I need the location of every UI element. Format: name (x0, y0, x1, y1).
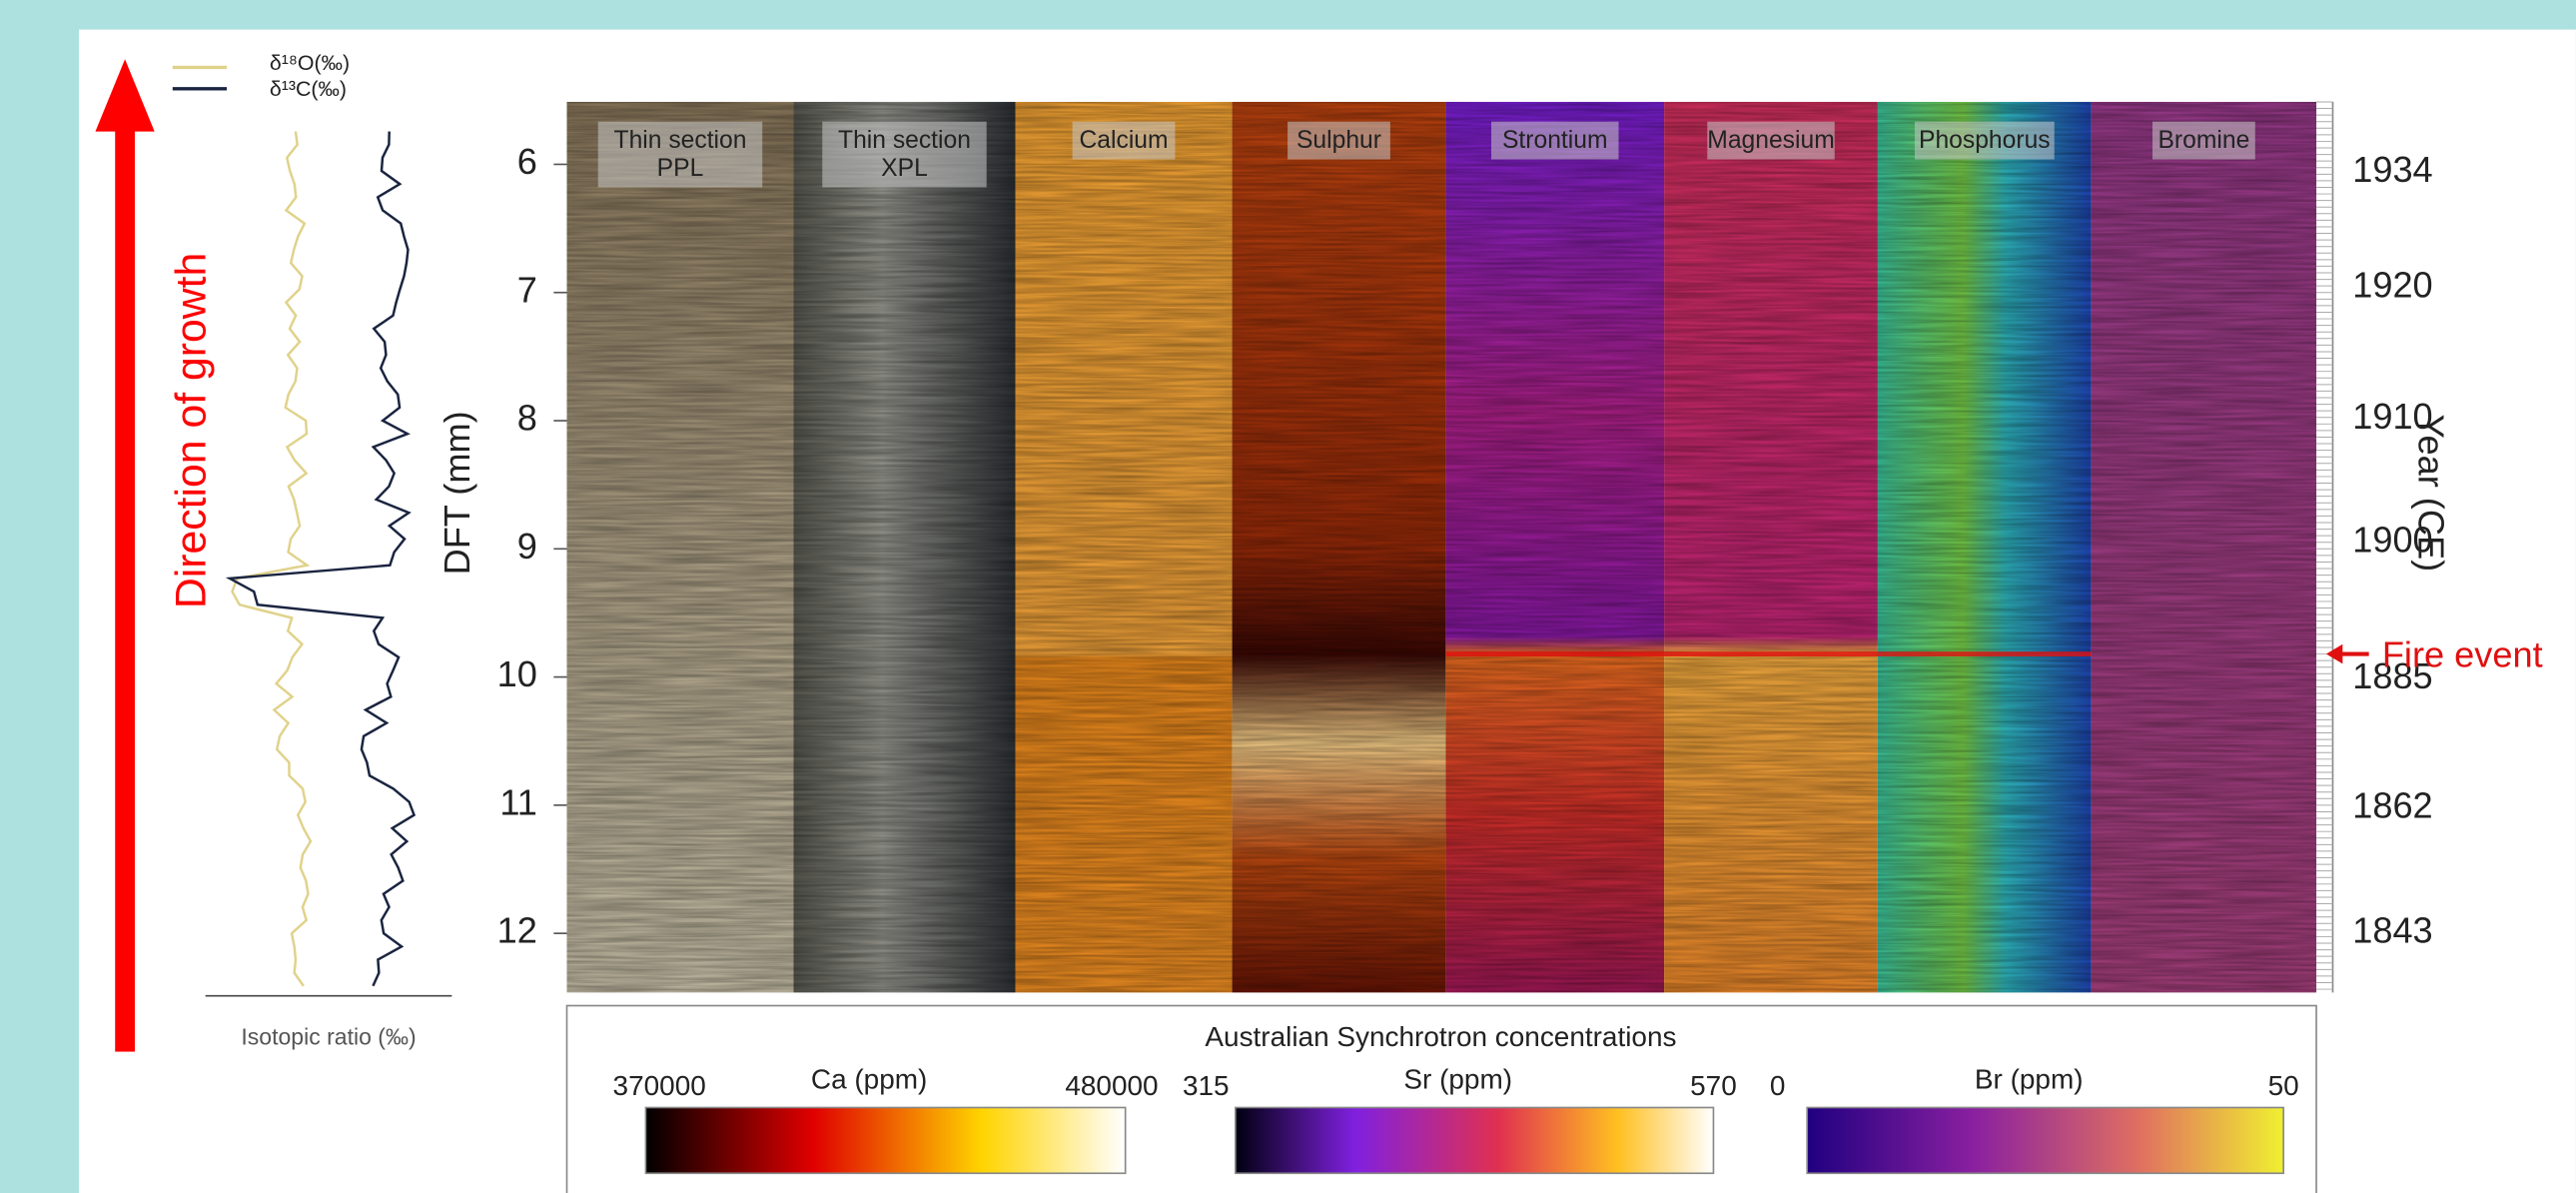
panel-label: XPL (881, 155, 928, 182)
colorbar-label: Ca (ppm) (811, 1064, 927, 1095)
year-tick-label: 1862 (2352, 785, 2432, 826)
colorbar (645, 1107, 1125, 1173)
panel-label: PPL (657, 155, 704, 182)
depth-tick-label: 6 (517, 141, 537, 182)
panel-texture (1664, 102, 1878, 992)
panel-label: Thin section (614, 127, 747, 154)
isotope-axis-label: Isotopic ratio (‰) (241, 1023, 416, 1049)
legend-o: δ¹⁸O(‰) (270, 51, 350, 75)
growth-label: Direction of growth (167, 253, 215, 608)
colorbar (1807, 1107, 2283, 1173)
panel-label: Sulphur (1296, 127, 1381, 154)
colorbar-min: 370000 (613, 1070, 706, 1101)
panel-texture (793, 102, 1015, 992)
colorbar-max: 50 (2268, 1070, 2299, 1101)
colorbar-title: Australian Synchrotron concentrations (1205, 1021, 1676, 1052)
panel-texture (1015, 102, 1232, 992)
panel-texture (1233, 102, 1446, 992)
year-tick-label: 1934 (2352, 149, 2432, 190)
colorbar-max: 480000 (1065, 1070, 1158, 1101)
colorbar-label: Br (ppm) (1975, 1064, 2084, 1095)
panel-label: Thin section (838, 127, 971, 154)
panel-texture (1445, 102, 1664, 992)
colorbar-max: 570 (1690, 1070, 1737, 1101)
panel-texture (2092, 102, 2316, 992)
panel-label: Calcium (1080, 127, 1169, 154)
depth-tick-label: 8 (517, 398, 537, 439)
depth-tick-label: 7 (517, 269, 537, 310)
colorbar-min: 0 (1770, 1070, 1786, 1101)
fire-annotation: Fire event (2382, 633, 2543, 674)
panel-label: Bromine (2157, 127, 2249, 154)
panel-label: Strontium (1502, 127, 1608, 154)
colorbar (1236, 1107, 1714, 1173)
legend-c: δ¹³C(‰) (270, 77, 347, 101)
panel-label: Phosphorus (1919, 127, 2051, 154)
depth-tick-label: 10 (497, 653, 537, 694)
page: {"figure":{ "legend":{"d18O":"δ¹⁸O(‰)","… (0, 0, 2576, 1193)
depth-tick-label: 12 (497, 910, 537, 951)
depth-axis-label: DFT (mm) (436, 411, 477, 575)
year-axis-label: Year (CE) (2410, 415, 2451, 572)
figure: Direction of growth δ¹⁸O(‰)δ¹³C(‰) Isotopi… (0, 0, 2576, 1193)
depth-tick-label: 9 (517, 526, 537, 567)
panel-texture (567, 102, 794, 992)
panel-texture (1878, 102, 2092, 992)
colorbar-label: Sr (ppm) (1403, 1064, 1512, 1095)
depth-tick-label: 11 (499, 781, 537, 822)
panel-label: Magnesium (1707, 127, 1834, 154)
growth-arrow-shaft (115, 123, 135, 1051)
year-tick-label: 1920 (2352, 264, 2432, 305)
year-tick-label: 1843 (2352, 910, 2432, 951)
colorbar-min: 315 (1183, 1070, 1230, 1101)
